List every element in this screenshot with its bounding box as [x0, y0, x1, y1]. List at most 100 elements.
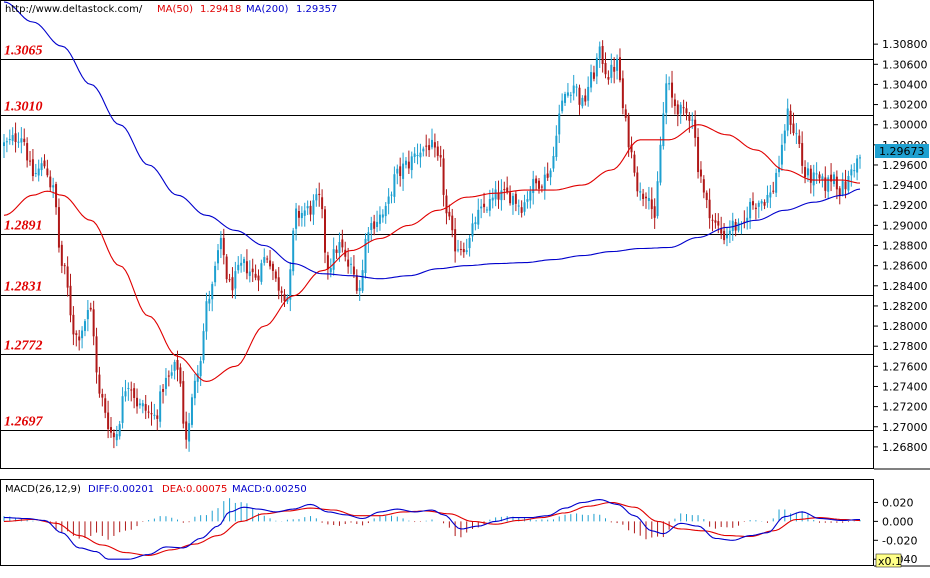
candle-body [584, 95, 587, 102]
candle-body [413, 153, 416, 157]
candle-body [89, 307, 92, 310]
candle-body [127, 387, 130, 389]
candle-body [23, 138, 26, 142]
candle-body [682, 107, 685, 109]
candle-body [188, 423, 191, 442]
candle-body [231, 277, 234, 291]
candle-body [425, 145, 428, 147]
candle-body [66, 266, 69, 288]
candle-body [72, 314, 75, 335]
candle-body [604, 62, 607, 75]
candle-body [433, 142, 436, 148]
level-label-3: 1.2831 [4, 280, 43, 295]
candle-body [485, 209, 488, 211]
candle-body [780, 144, 783, 165]
current-price-box [875, 144, 929, 158]
macd-diff-value: DIFF:0.00201 [88, 484, 154, 495]
candle-body [156, 415, 159, 419]
candle-body [277, 277, 280, 291]
candle-body [454, 229, 457, 252]
candle-body [832, 174, 835, 185]
candle-body [792, 123, 795, 134]
candle-body [248, 271, 251, 276]
candle-body [170, 372, 173, 376]
candle-body [373, 221, 376, 229]
candle-body [587, 86, 590, 101]
candle-body [630, 144, 633, 153]
candle-body [338, 242, 341, 254]
candle-body [49, 176, 52, 188]
candle-body [40, 163, 43, 171]
candle-body [303, 210, 306, 216]
candle-body [240, 262, 243, 266]
candle-body [211, 284, 214, 300]
candle-body [555, 135, 558, 157]
candle-body [671, 82, 674, 98]
candle-body [364, 238, 367, 274]
candle-body [130, 389, 133, 391]
candle-body [29, 160, 32, 162]
candle-body [124, 391, 127, 397]
candle-body [552, 156, 555, 169]
candle-body [5, 141, 8, 143]
candle-body [92, 309, 95, 337]
candle-body [627, 116, 630, 148]
candle-body [141, 403, 144, 407]
candle-body [465, 250, 468, 252]
candle-body [699, 169, 702, 177]
candle-body [546, 173, 549, 178]
candle-body [352, 266, 355, 275]
price-tick-label-15: 1.27800 [882, 340, 928, 353]
source-url: http://www.deltastock.com/ [5, 4, 143, 15]
candle-body [749, 201, 752, 219]
macd-tick-label-0: 0.020 [882, 496, 914, 509]
candle-body [3, 142, 5, 147]
candle-body [110, 427, 112, 433]
candle-body [26, 143, 29, 161]
candle-body [662, 113, 665, 147]
zoom-badge[interactable] [875, 553, 902, 568]
candle-body [341, 239, 344, 248]
current-price-text: 1.29673 [879, 145, 925, 158]
candle-body [214, 265, 217, 283]
candle-body [306, 206, 309, 209]
candle-body [410, 156, 413, 171]
candle-body [332, 249, 335, 270]
candle-body [295, 208, 298, 229]
candle-body [503, 189, 506, 191]
candle-body [639, 191, 642, 193]
candle-body [760, 201, 763, 204]
price-tick-label-20: 1.26800 [882, 441, 928, 454]
candle-body [326, 255, 329, 270]
candle-body [60, 244, 63, 266]
candle-body [289, 269, 292, 300]
candle-body [31, 159, 34, 177]
candle-body [182, 381, 185, 424]
price-tick-label-1: 1.30600 [882, 58, 928, 71]
candle-body [55, 184, 58, 208]
price-tick-label-19: 1.27000 [882, 421, 928, 434]
macd-series [3, 498, 861, 560]
candle-body [824, 177, 827, 191]
candle-body [43, 160, 46, 167]
candle-body [266, 258, 269, 260]
candle-body [312, 200, 315, 215]
candle-body [844, 181, 847, 190]
candle-body [274, 271, 277, 279]
candle-body [254, 273, 257, 278]
candle-body [101, 393, 104, 398]
candle-body [578, 87, 581, 105]
ma50-line [3, 124, 861, 382]
candle-body [115, 434, 118, 441]
price-tick-label-10: 1.28800 [882, 240, 928, 253]
candle-body [809, 168, 812, 183]
candle-body [838, 188, 841, 197]
candle-body [616, 58, 619, 71]
candle-body [162, 388, 165, 392]
price-tick-label-16: 1.27600 [882, 360, 928, 373]
candle-body [167, 375, 170, 377]
price-tick-label-9: 1.29000 [882, 219, 928, 232]
candle-body [509, 192, 512, 204]
candle-body [795, 133, 798, 135]
candle-body [665, 83, 668, 113]
